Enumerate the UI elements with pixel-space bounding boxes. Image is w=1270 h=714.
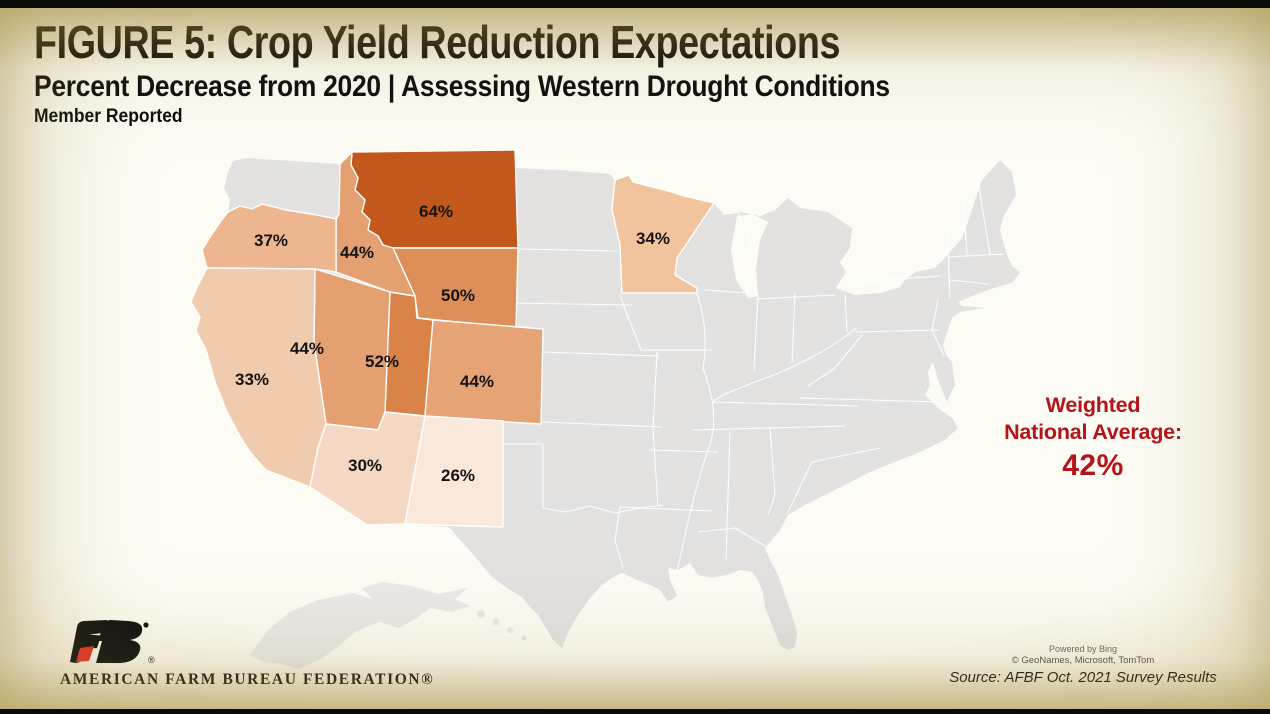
alaska-island: [477, 610, 485, 618]
logo-registered-mark: ®: [148, 655, 155, 664]
state-oregon: [201, 203, 337, 273]
page-title: FIGURE 5: Crop Yield Reduction Expectati…: [34, 16, 841, 68]
state-value-label-ca: 33%: [235, 370, 269, 389]
map-credits: © GeoNames, Microsoft, TomTom: [1011, 655, 1155, 666]
state-value-label-wy: 50%: [441, 286, 475, 305]
top-black-bar: [0, 0, 1270, 8]
weighted-average-line1: Weighted: [1045, 393, 1141, 417]
logo-red-accent: [76, 646, 94, 662]
state-value-label-mn: 34%: [636, 229, 670, 248]
source-note: Source: AFBF Oct. 2021 Survey Results: [949, 669, 1217, 686]
page-note: Member Reported: [34, 106, 183, 127]
highlighted-states-layer: [190, 149, 715, 528]
powered-by-bing: Powered by Bing: [1048, 644, 1118, 654]
state-value-label-co: 44%: [460, 372, 494, 391]
state-minnesota: [611, 174, 715, 294]
state-value-label-nm: 26%: [441, 466, 475, 485]
state-value-labels-layer: 64% 52% 50% 44% 44% 44% 37% 34% 33% 30% 26%: [235, 202, 670, 485]
logo-b-shape: [96, 620, 143, 663]
weighted-average-line2: National Average:: [1004, 420, 1182, 444]
state-value-label-ut: 52%: [365, 352, 399, 371]
alaska-island: [507, 627, 513, 633]
alaska-island: [521, 635, 527, 641]
state-border-lines: [502, 181, 1005, 573]
alaska-silhouette: [250, 582, 470, 669]
page-subtitle: Percent Decrease from 2020 | Assessing W…: [34, 70, 890, 103]
state-value-label-id: 44%: [340, 243, 374, 262]
state-value-label-or: 37%: [254, 231, 288, 250]
alaska-island: [492, 618, 500, 626]
map-attribution: Powered by Bing © GeoNames, Microsoft, T…: [948, 644, 1218, 686]
afbf-logo-mark: ®: [70, 620, 155, 665]
state-montana: [350, 149, 519, 249]
state-value-label-az: 30%: [348, 456, 382, 475]
afbf-logo-text: AMERICAN FARM BUREAU FEDERATION®: [60, 671, 435, 688]
state-california: [190, 267, 327, 488]
state-value-label-mt: 64%: [419, 202, 453, 221]
weighted-average-block: Weighted National Average: 42%: [973, 392, 1213, 483]
state-new-mexico: [404, 415, 504, 528]
state-nevada: [313, 268, 391, 431]
logo-dot: [143, 622, 149, 628]
bottom-black-bar: [0, 709, 1270, 714]
state-value-label-nv: 44%: [290, 339, 324, 358]
weighted-average-value: 42%: [1062, 449, 1124, 482]
afbf-logo: ® AMERICAN FARM BUREAU FEDERATION®: [60, 618, 480, 689]
